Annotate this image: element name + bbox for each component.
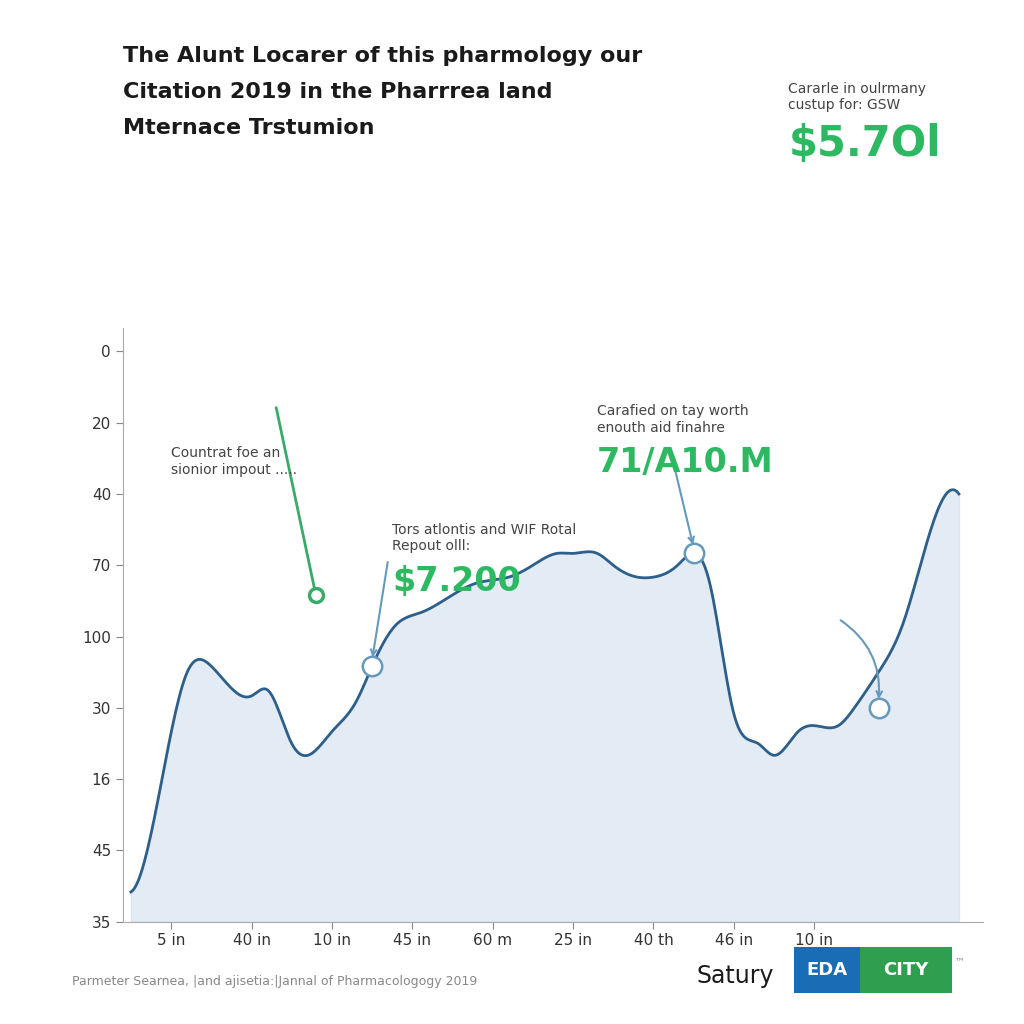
Text: ™: ™ xyxy=(954,956,965,967)
Text: Countrat foe an
sionior impout .....: Countrat foe an sionior impout ..... xyxy=(171,446,297,476)
Text: Mternace Trstumion: Mternace Trstumion xyxy=(123,118,375,138)
Text: The Alunt Locarer of this pharmology our: The Alunt Locarer of this pharmology our xyxy=(123,46,642,67)
Text: Satury: Satury xyxy=(696,965,774,988)
Text: Carafied on tay worth
enouth aid finahre: Carafied on tay worth enouth aid finahre xyxy=(597,404,749,434)
Text: Cararle in oulrmany
custup for: GSW: Cararle in oulrmany custup for: GSW xyxy=(788,82,927,112)
FancyBboxPatch shape xyxy=(794,947,860,993)
Text: 71/Α10.M: 71/Α10.M xyxy=(597,446,774,479)
Text: CITY: CITY xyxy=(884,962,929,979)
Text: $7.200: $7.200 xyxy=(392,565,521,598)
Text: Parmeter Searnea, |and ajisetia:|Jannal of Pharmacologogy 2019: Parmeter Searnea, |and ajisetia:|Jannal … xyxy=(72,975,477,988)
FancyBboxPatch shape xyxy=(860,947,952,993)
Text: $5.7Οl: $5.7Οl xyxy=(788,123,941,165)
Text: Citation 2019 in the Pharrrea land: Citation 2019 in the Pharrrea land xyxy=(123,82,552,102)
Text: EDA: EDA xyxy=(806,962,848,979)
Text: Tors atlontis and WIF Rotal
Repout olll:: Tors atlontis and WIF Rotal Repout olll: xyxy=(392,523,577,553)
